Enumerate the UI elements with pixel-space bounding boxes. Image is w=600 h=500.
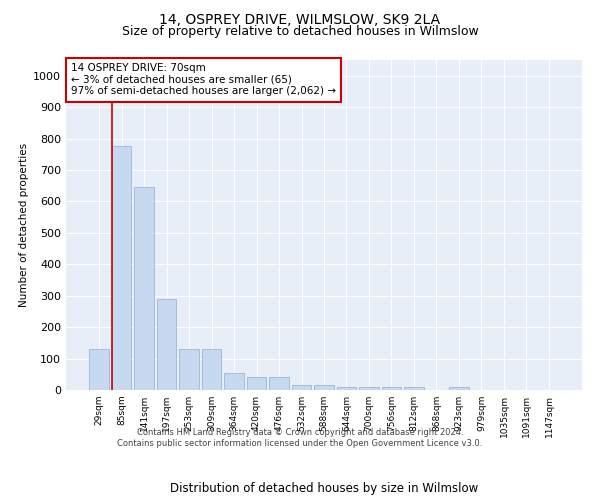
Bar (292, 386, 311, 390)
Text: Size of property relative to detached houses in Wilmslow: Size of property relative to detached ho… (122, 25, 478, 38)
Bar (337, 388, 356, 390)
Text: 14 OSPREY DRIVE: 70sqm
← 3% of detached houses are smaller (65)
97% of semi-deta: 14 OSPREY DRIVE: 70sqm ← 3% of detached … (71, 64, 336, 96)
Bar (404, 388, 424, 390)
Bar (89, 349, 109, 390)
Text: Distribution of detached houses by size in Wilmslow: Distribution of detached houses by size … (170, 482, 478, 495)
Text: 14, OSPREY DRIVE, WILMSLOW, SK9 2LA: 14, OSPREY DRIVE, WILMSLOW, SK9 2LA (160, 12, 440, 26)
Bar (269, 378, 289, 390)
Bar (134, 188, 154, 390)
Bar (202, 349, 221, 390)
Bar (157, 299, 176, 390)
Bar (179, 349, 199, 390)
Bar (359, 388, 379, 390)
Y-axis label: Number of detached properties: Number of detached properties (19, 143, 29, 307)
Bar (449, 388, 469, 390)
Bar (112, 146, 131, 390)
Bar (382, 388, 401, 390)
Text: Contains HM Land Registry data © Crown copyright and database right 2024.
Contai: Contains HM Land Registry data © Crown c… (118, 428, 482, 448)
Bar (224, 372, 244, 390)
Bar (314, 386, 334, 390)
Bar (247, 378, 266, 390)
